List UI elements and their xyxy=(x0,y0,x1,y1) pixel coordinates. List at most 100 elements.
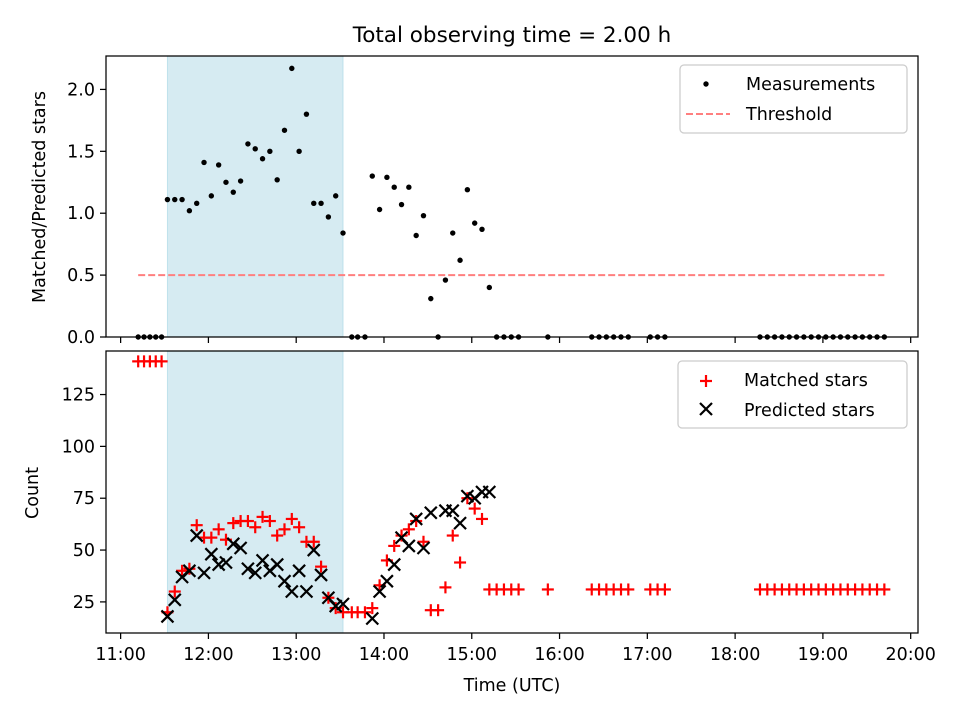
matched-stars-point xyxy=(155,355,168,368)
predicted-stars-point xyxy=(402,539,416,553)
measurements-point xyxy=(464,186,471,193)
legend-matched-marker xyxy=(700,375,712,387)
matched-stars-point xyxy=(658,583,671,596)
bottom-axes-frame xyxy=(105,350,919,634)
bottom-xtick-label: 16:00 xyxy=(534,645,584,665)
measurements-point xyxy=(281,127,288,133)
predicted-stars-point xyxy=(285,584,299,599)
measurements-point xyxy=(428,295,434,302)
bottom-xtick-label: 18:00 xyxy=(710,645,760,665)
measurements-point xyxy=(201,159,207,166)
top-ytick-label: 0.0 xyxy=(67,328,95,348)
measurements-point xyxy=(267,148,273,155)
matched-stars-point xyxy=(190,519,203,532)
legend-predicted-label: Predicted stars xyxy=(744,401,875,421)
predicted-stars-point xyxy=(189,528,204,543)
matched-stars-point xyxy=(271,529,284,542)
matched-stars-point xyxy=(315,560,328,573)
measurements-point xyxy=(486,284,493,291)
measurements-point xyxy=(311,200,317,207)
matched-stars-point xyxy=(468,502,481,515)
bottom-legend: Matched stars Predicted stars xyxy=(677,360,908,429)
predicted-stars-point xyxy=(197,566,211,580)
top-ytick-label: 2.0 xyxy=(67,80,95,100)
top-y-axis: 0.0 0.5 1.0 1.5 2.0 xyxy=(67,80,106,348)
matched-stars-point xyxy=(358,606,371,619)
measurements-point xyxy=(340,230,346,236)
matched-stars-point xyxy=(241,515,254,528)
measurements-point xyxy=(420,212,427,219)
bottom-xlabel: Time (UTC) xyxy=(463,676,561,696)
matched-stars-point xyxy=(256,510,269,523)
top-title: Total observing time = 2.00 h xyxy=(352,23,672,48)
predicted-stars-point xyxy=(482,485,497,499)
matched-stars-point xyxy=(205,531,218,544)
measurements-point xyxy=(413,232,419,239)
measurements-point xyxy=(471,220,478,226)
matched-stars-point xyxy=(395,529,408,542)
measurements-point xyxy=(259,156,266,162)
top-shaded-span xyxy=(166,55,344,338)
measurements-point xyxy=(318,200,324,207)
predicted-stars-point xyxy=(306,543,321,557)
bottom-xtick-label: 12:00 xyxy=(183,645,233,665)
predicted-stars-point xyxy=(314,568,328,582)
matched-stars-point xyxy=(278,523,291,536)
matched-stars-point xyxy=(227,517,240,530)
measurements-point xyxy=(479,226,485,233)
predicted-stars-point xyxy=(248,566,263,580)
top-legend-box xyxy=(679,64,908,134)
measurements-point xyxy=(274,177,280,183)
measurements-point xyxy=(215,162,222,168)
bottom-legend-box xyxy=(677,360,908,429)
matched-stars-point xyxy=(307,535,320,548)
predicted-stars-point xyxy=(292,564,306,578)
measurements-point xyxy=(333,193,339,199)
matched-stars-point xyxy=(541,583,554,596)
matched-stars-point xyxy=(410,515,423,528)
top-axes-frame xyxy=(105,55,919,338)
measurements-point xyxy=(230,189,236,195)
predicted-stars-point xyxy=(233,541,248,555)
measurements-point xyxy=(208,193,215,199)
matched-stars-point xyxy=(366,602,379,615)
bottom-series-layer xyxy=(132,355,891,626)
top-ylabel: Matched/Predicted stars xyxy=(30,91,50,303)
measurements-point xyxy=(450,230,456,236)
bottom-ytick-label: 100 xyxy=(62,437,95,457)
bottom-ytick-label: 25 xyxy=(73,593,95,613)
predicted-stars-point xyxy=(380,574,394,588)
predicted-stars-point xyxy=(453,516,467,530)
matched-stars-point xyxy=(512,583,525,596)
measurements-point xyxy=(391,184,397,190)
measurements-point xyxy=(369,173,375,179)
measurements-point xyxy=(194,200,200,207)
bottom-xtick-label: 20:00 xyxy=(885,645,935,665)
bottom-shaded-span xyxy=(166,350,344,634)
matched-stars-point xyxy=(293,521,306,534)
matched-stars-point xyxy=(878,583,891,596)
matched-stars-point xyxy=(454,556,467,569)
measurements-point xyxy=(442,277,449,283)
predicted-stars-point xyxy=(167,593,182,607)
bottom-xtick-label: 13:00 xyxy=(271,645,321,665)
legend-threshold-label: Threshold xyxy=(745,105,832,125)
legend-predicted-marker xyxy=(699,402,713,416)
measurements-point xyxy=(296,148,302,155)
matched-stars-point xyxy=(176,564,189,577)
predicted-stars-point xyxy=(270,557,284,572)
matched-stars-point xyxy=(263,515,276,528)
legend-matched-label: Matched stars xyxy=(744,371,868,391)
measurements-point xyxy=(172,196,178,203)
matched-stars-point xyxy=(212,523,225,536)
top-ytick-label: 0.5 xyxy=(67,266,95,286)
matched-stars-point xyxy=(432,604,445,617)
measurements-point xyxy=(325,214,332,220)
predicted-stars-point xyxy=(409,512,423,526)
matched-stars-point xyxy=(461,492,474,505)
bottom-x-axis: 11:00 12:00 13:00 14:00 15:00 16:00 17:00 18:00… xyxy=(95,633,936,665)
predicted-stars-point xyxy=(372,584,387,599)
legend-measurements-marker xyxy=(703,81,709,87)
predicted-stars-point xyxy=(365,611,380,626)
predicted-stars-point xyxy=(160,609,175,624)
